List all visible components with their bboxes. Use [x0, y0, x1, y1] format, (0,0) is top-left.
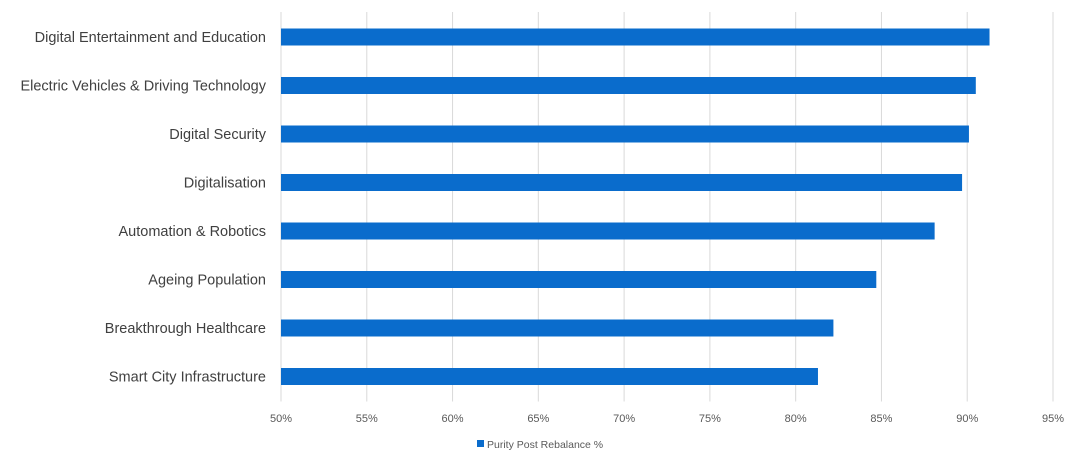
x-tick-label: 95%	[1042, 413, 1064, 425]
bar	[281, 28, 990, 46]
category-label: Smart City Infrastructure	[109, 370, 266, 386]
bars	[281, 28, 990, 385]
bar	[281, 222, 935, 240]
bar	[281, 368, 818, 385]
category-label: Breakthrough Healthcare	[105, 321, 266, 337]
legend-swatch	[477, 440, 484, 447]
category-label: Digital Security	[169, 127, 266, 143]
legend: Purity Post Rebalance %	[477, 439, 603, 451]
bar	[281, 174, 963, 191]
x-tick-label: 85%	[870, 413, 892, 425]
x-tick-label: 65%	[527, 413, 549, 425]
bar	[281, 319, 834, 337]
x-tick-label: 50%	[270, 413, 292, 425]
category-label: Automation & Robotics	[119, 224, 267, 240]
x-tick-label: 60%	[442, 413, 464, 425]
x-axis-tick-labels: 50% 55% 60% 65% 70% 75% 80% 85% 90% 95%	[270, 413, 1064, 425]
category-label: Digital Entertainment and Education	[35, 30, 266, 46]
x-tick-label: 80%	[785, 413, 807, 425]
legend-label: Purity Post Rebalance %	[487, 439, 603, 451]
x-tick-label: 55%	[356, 413, 378, 425]
category-label: Ageing Population	[148, 273, 266, 289]
x-tick-label: 70%	[613, 413, 635, 425]
gridlines	[280, 12, 1054, 402]
category-labels: Digital Entertainment and Education Elect…	[20, 30, 266, 386]
x-tick-label: 75%	[699, 413, 721, 425]
category-label: Electric Vehicles & Driving Technology	[20, 79, 266, 95]
bar	[281, 77, 976, 94]
bar	[281, 125, 969, 143]
category-label: Digitalisation	[184, 176, 266, 192]
x-tick-label: 90%	[956, 413, 978, 425]
bar	[281, 271, 877, 288]
